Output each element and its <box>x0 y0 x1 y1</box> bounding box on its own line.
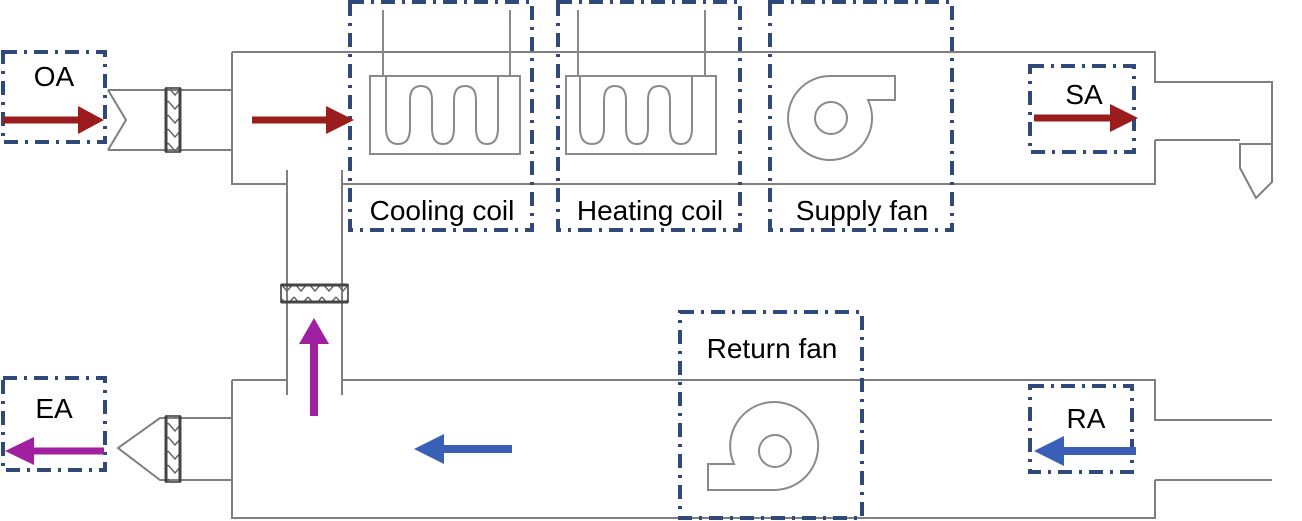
oa-arrow-icon <box>3 106 104 134</box>
coil-icon <box>565 10 717 155</box>
sa-box <box>1028 64 1136 154</box>
ra-label: RA <box>1067 403 1106 434</box>
ra-arrow-icon <box>1034 436 1136 466</box>
oa-box <box>1 50 107 144</box>
return-duct <box>116 379 1272 519</box>
damper-icon <box>280 283 349 304</box>
recirculation-duct <box>286 170 343 395</box>
supply-fan-label: Supply fan <box>796 195 928 226</box>
ea-box <box>1 376 107 472</box>
ra-box <box>1028 384 1134 474</box>
sa-arrow-icon <box>1034 104 1138 132</box>
return-fan-label: Return fan <box>707 333 838 364</box>
ea-arrow-icon <box>5 437 104 465</box>
supply-duct <box>107 51 1273 200</box>
heating-coil-label: Heating coil <box>577 195 723 226</box>
supply-fan-box <box>768 0 954 232</box>
heating-coil-box <box>556 0 742 232</box>
cooling-coil-box <box>348 0 534 232</box>
oa-label: OA <box>34 61 75 92</box>
sa-label: SA <box>1065 79 1103 110</box>
coil-icon <box>369 10 521 155</box>
damper-icon <box>164 87 182 153</box>
fan-icon <box>787 75 896 161</box>
cooling-coil-label: Cooling coil <box>370 195 515 226</box>
recirculation-arrow-icon <box>299 318 329 416</box>
ea-label: EA <box>35 393 73 424</box>
return-fan-box <box>678 310 864 520</box>
mixed-air-arrow-icon <box>252 106 354 134</box>
damper-icon <box>164 415 182 483</box>
return-air-arrow-icon <box>414 434 512 464</box>
fan-icon <box>707 401 820 492</box>
